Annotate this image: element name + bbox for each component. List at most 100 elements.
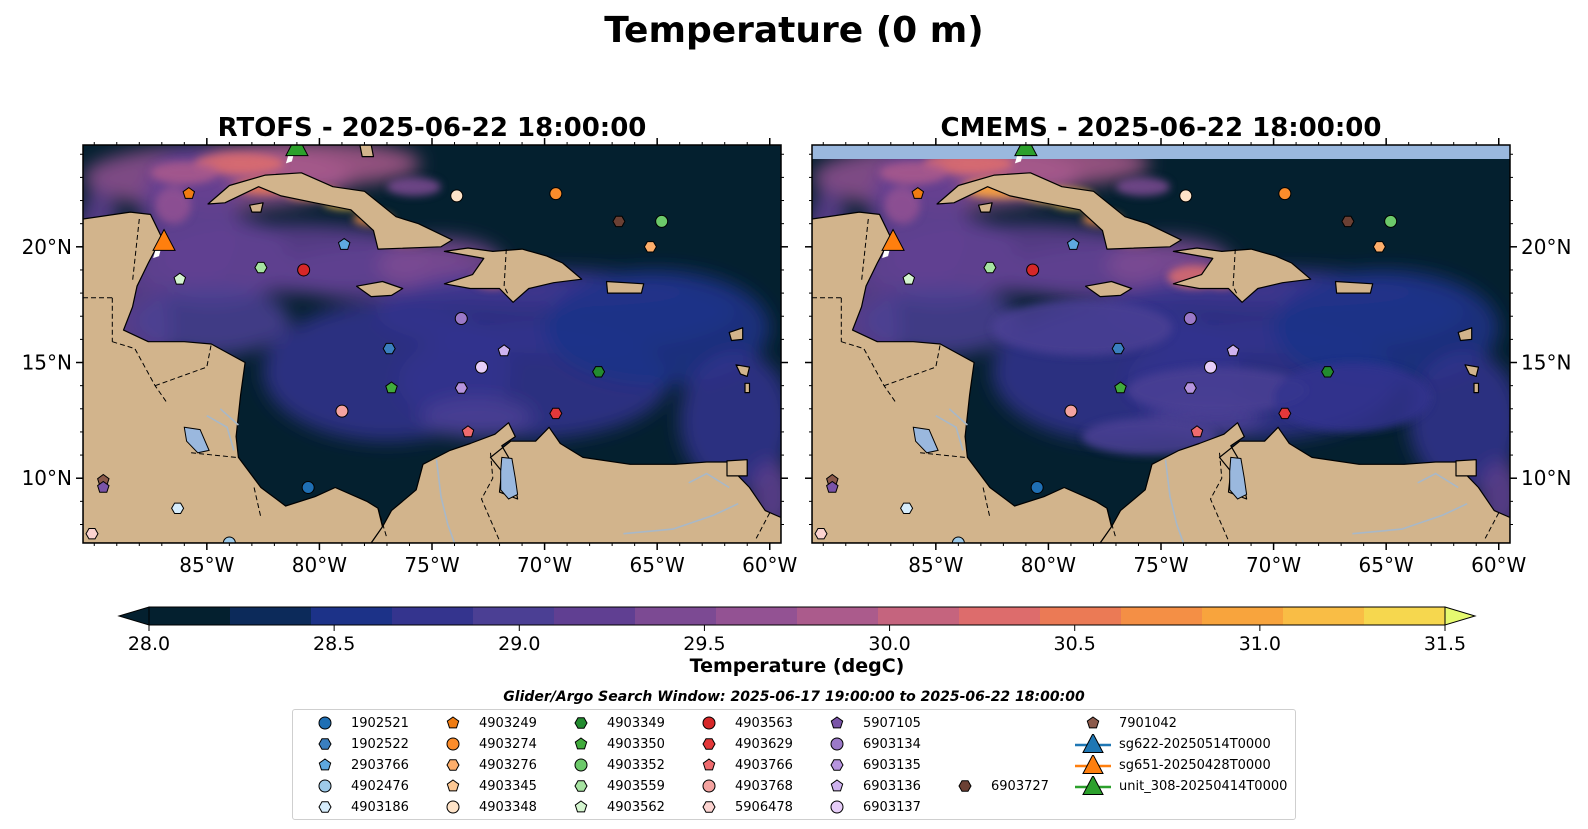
legend-label: 4903629	[735, 736, 793, 752]
landmass-rtofs	[83, 145, 781, 543]
argo-float-6903727[interactable]	[1341, 215, 1355, 228]
argo-float-4903766[interactable]	[461, 425, 475, 438]
argo-float-4903249[interactable]	[911, 186, 925, 199]
argo-float-4903562[interactable]	[902, 272, 916, 285]
argo-float-4903349[interactable]	[592, 366, 606, 378]
legend-search-window: Glider/Argo Search Window: 2025-06-17 19…	[503, 689, 1085, 705]
argo-float-4903562[interactable]	[173, 272, 187, 285]
argo-float-6903137[interactable]	[475, 360, 489, 374]
colorbar-segment	[554, 607, 636, 625]
land-cuba	[207, 172, 453, 250]
legend-label: 4903274	[479, 736, 537, 752]
legend-label: 5906478	[735, 799, 793, 815]
argo-float-6903135[interactable]	[454, 382, 468, 394]
argo-float-4903563[interactable]	[297, 263, 311, 277]
argo-float-4902476[interactable]	[222, 536, 236, 549]
argo-float-4903352[interactable]	[655, 214, 669, 228]
argo-float-1902522[interactable]	[1111, 342, 1125, 355]
argo-float-4903350[interactable]	[385, 381, 398, 394]
country-border	[883, 343, 941, 387]
legend-item-6903137: 6903137	[817, 797, 921, 817]
argo-float-1902522[interactable]	[382, 342, 396, 355]
legend-marker-icon	[446, 737, 460, 751]
argo-float-4903559[interactable]	[983, 261, 997, 274]
colorbar-segments	[149, 607, 1446, 625]
land-lesser-antilles-1	[1457, 327, 1473, 342]
legend-marker-icon	[830, 716, 844, 729]
lat-axis-rtofs: 10°N 15°N 20°N	[22, 153, 788, 525]
argo-float-6903137[interactable]	[1204, 360, 1218, 374]
lon-tick-label: 70°W	[517, 553, 572, 577]
legend-label: 4903559	[607, 778, 665, 794]
legend-item-4903563: 4903563	[689, 713, 793, 733]
argo-float-4903350[interactable]	[1114, 381, 1127, 394]
argo-float-6903727[interactable]	[612, 215, 626, 228]
argo-float-4902476[interactable]	[951, 536, 965, 549]
lat-tick-label: 20°N	[22, 235, 72, 259]
argo-float-2903766[interactable]	[1066, 237, 1080, 250]
argo-float-4903768[interactable]	[1064, 404, 1078, 418]
argo-float-4903345[interactable]	[784, 257, 795, 268]
argo-float-4903274[interactable]	[549, 187, 563, 201]
argo-float-6903135[interactable]	[1183, 382, 1197, 394]
land-cuba	[936, 172, 1182, 250]
argo-float-4903766[interactable]	[1190, 425, 1204, 438]
argo-float-6903136[interactable]	[1226, 344, 1240, 357]
land-lesser-antilles-3	[744, 382, 751, 394]
argo-float-4903274[interactable]	[1278, 187, 1292, 201]
map-area-rtofs[interactable]	[61, 135, 796, 549]
legend-label: 2903766	[351, 757, 409, 773]
glider-sg651-20250428T0000[interactable]	[881, 228, 905, 251]
legend-marker-icon	[318, 758, 332, 771]
river	[1352, 502, 1468, 535]
land-lesser-antilles-3	[1473, 382, 1480, 394]
argo-float-4903186[interactable]	[171, 502, 185, 514]
argo-float-4903563[interactable]	[1026, 263, 1040, 277]
argo-float-4903352[interactable]	[1384, 214, 1398, 228]
argo-float-4903348[interactable]	[450, 189, 464, 203]
argo-float-6903134[interactable]	[454, 312, 468, 326]
country-border	[861, 218, 869, 282]
map-area-cmems[interactable]	[790, 135, 1525, 549]
land-puerto-rico	[605, 280, 645, 294]
argo-float-4903768[interactable]	[335, 404, 349, 418]
argo-float-4903276[interactable]	[643, 241, 657, 253]
argo-float-4903349[interactable]	[1321, 366, 1335, 378]
nodata-strip-cmems	[812, 145, 1510, 159]
legend-marker-icon	[1075, 734, 1111, 753]
river	[688, 472, 730, 489]
argo-float-4903276[interactable]	[1372, 241, 1386, 253]
argo-float-4903629[interactable]	[1278, 407, 1292, 420]
argo-float-5906478[interactable]	[814, 528, 828, 540]
argo-float-6903136[interactable]	[497, 344, 511, 357]
glider-sg651-20250428T0000[interactable]	[152, 228, 176, 251]
warm-anomaly	[155, 186, 192, 224]
legend-marker-icon	[958, 780, 972, 792]
argo-float-5907105[interactable]	[97, 480, 110, 493]
lake-nicaragua	[912, 426, 939, 454]
legend-label: 6903136	[863, 778, 921, 794]
legend-label: 5907105	[863, 715, 921, 731]
legend-label: 4903249	[479, 715, 537, 731]
argo-float-1902521[interactable]	[301, 480, 315, 494]
lat-tick-label: 10°N	[1521, 466, 1571, 490]
argo-float-4903559[interactable]	[254, 261, 268, 274]
lat-tick-label: 20°N	[1521, 235, 1571, 259]
argo-float-2903766[interactable]	[337, 237, 351, 250]
legend-marker-icon	[574, 737, 588, 750]
warm-anomaly	[387, 177, 441, 196]
argo-float-6903134[interactable]	[1183, 312, 1197, 326]
argo-float-4903629[interactable]	[549, 407, 563, 420]
argo-float-4903249[interactable]	[182, 186, 196, 199]
legend-label: 4903348	[479, 799, 537, 815]
argo-float-1902521[interactable]	[1030, 480, 1044, 494]
legend-item-sg651-20250428T0000: sg651-20250428T0000	[1073, 755, 1271, 775]
argo-float-5906478[interactable]	[85, 528, 99, 540]
warm-anomaly	[1273, 270, 1499, 386]
legend-item-4903274: 4903274	[433, 734, 537, 754]
argo-float-4903348[interactable]	[1179, 189, 1193, 203]
warm-anomaly	[1116, 177, 1170, 196]
argo-float-4903186[interactable]	[900, 502, 914, 514]
land-puerto-rico	[1334, 280, 1374, 294]
argo-float-5907105[interactable]	[826, 480, 839, 493]
